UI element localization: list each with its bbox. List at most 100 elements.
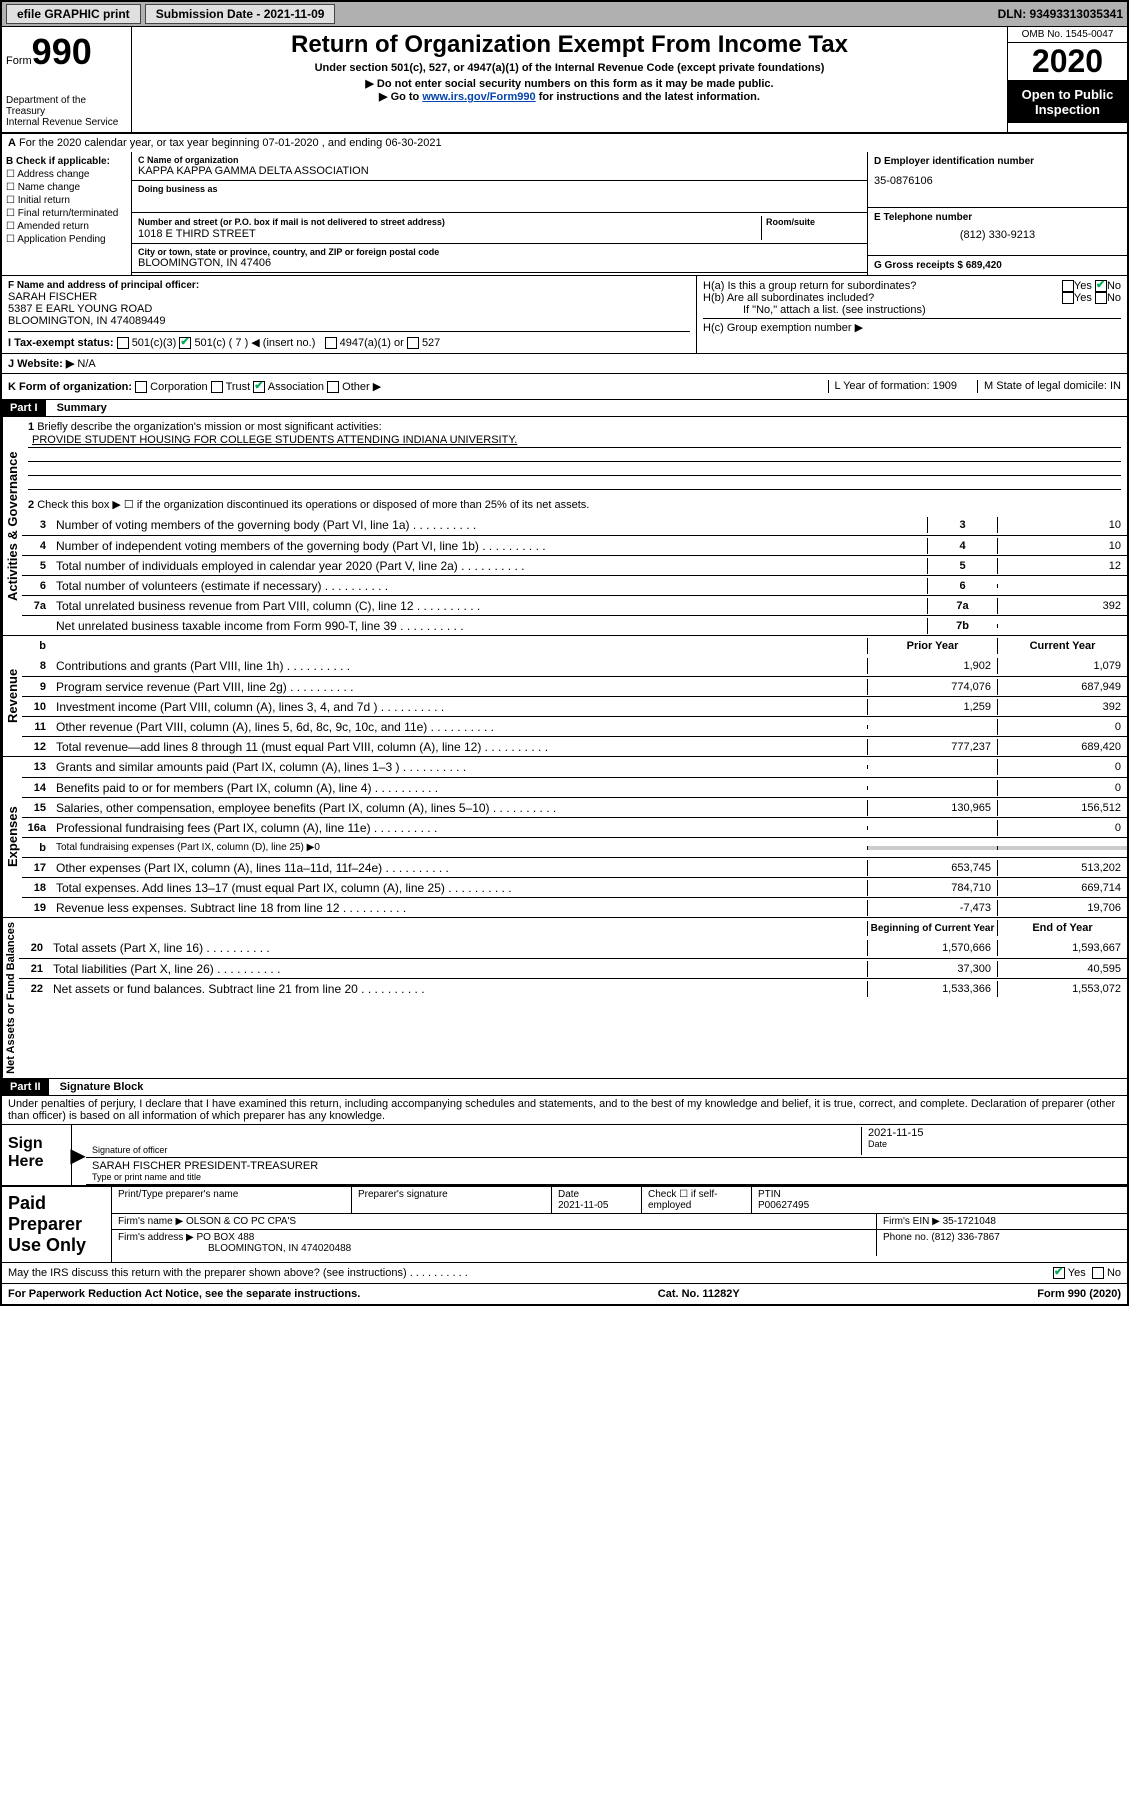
form-header: Form990 Department of the Treasury Inter… — [2, 27, 1127, 133]
city-value: BLOOMINGTON, IN 47406 — [138, 257, 861, 269]
tax-year: 2020 — [1008, 43, 1127, 81]
state-domicile: M State of legal domicile: IN — [977, 380, 1121, 393]
footer-mid: Cat. No. 11282Y — [360, 1288, 1037, 1300]
chk-501c3[interactable] — [117, 337, 129, 349]
gross-label: G Gross receipts $ 689,420 — [874, 260, 1121, 271]
side-governance: Activities & Governance — [2, 417, 22, 635]
begin-year-header: Beginning of Current Year — [867, 921, 997, 936]
chk-527[interactable] — [407, 337, 419, 349]
form-org-label: K Form of organization: — [8, 381, 132, 393]
prior-year-header: Prior Year — [867, 638, 997, 654]
ha-no[interactable] — [1095, 280, 1107, 292]
city-label: City or town, state or province, country… — [138, 247, 861, 257]
chk-501c[interactable] — [179, 337, 191, 349]
discuss-row: May the IRS discuss this return with the… — [2, 1262, 1127, 1283]
rev-line: 9Program service revenue (Part VIII, lin… — [22, 676, 1127, 696]
chk-amended: ☐ Amended return — [6, 221, 127, 232]
section-f-h: F Name and address of principal officer:… — [2, 275, 1127, 353]
chk-final: ☐ Final return/terminated — [6, 208, 127, 219]
phone-label: Phone no. — [883, 1232, 929, 1243]
dln: DLN: 93493313035341 — [998, 7, 1123, 21]
firm-name-label: Firm's name ▶ — [118, 1216, 183, 1227]
gov-line: 7aTotal unrelated business revenue from … — [22, 595, 1127, 615]
perjury-text: Under penalties of perjury, I declare th… — [2, 1096, 1127, 1124]
sig-officer-label: Signature of officer — [92, 1145, 861, 1155]
footer: For Paperwork Reduction Act Notice, see … — [2, 1283, 1127, 1304]
website-label: J Website: ▶ — [8, 358, 74, 370]
chk-trust[interactable] — [211, 381, 223, 393]
warn2-post: for instructions and the latest informat… — [536, 91, 760, 103]
prep-date: 2021-11-05 — [558, 1200, 608, 1211]
rev-line: 8Contributions and grants (Part VIII, li… — [22, 656, 1127, 676]
form-number-block: Form990 Department of the Treasury Inter… — [2, 27, 132, 132]
side-revenue: Revenue — [2, 636, 22, 756]
warn2-pre: ▶ Go to — [379, 91, 422, 103]
hb-no[interactable] — [1095, 292, 1107, 304]
chk-other[interactable] — [327, 381, 339, 393]
gov-line: 5Total number of individuals employed in… — [22, 555, 1127, 575]
gov-line: 3Number of voting members of the governi… — [22, 515, 1127, 535]
col-b-title: B Check if applicable: — [6, 156, 127, 167]
tax-exempt-label: I Tax-exempt status: — [8, 337, 114, 349]
firm-addr-label: Firm's address ▶ — [118, 1232, 194, 1243]
paid-preparer-section: Paid Preparer Use Only Print/Type prepar… — [2, 1185, 1127, 1262]
line-a-text: For the 2020 calendar year, or tax year … — [19, 137, 442, 149]
form-label: Form — [6, 55, 32, 67]
officer-label: F Name and address of principal officer: — [8, 280, 690, 291]
part1-title: Summary — [49, 400, 115, 416]
b-label: b — [22, 640, 52, 652]
ha-yes[interactable] — [1062, 280, 1074, 292]
exp-line: 19Revenue less expenses. Subtract line 1… — [22, 897, 1127, 917]
exp-line: 18Total expenses. Add lines 13–17 (must … — [22, 877, 1127, 897]
discuss-yes[interactable] — [1053, 1267, 1065, 1279]
revenue-section: Revenue b Prior Year Current Year 8Contr… — [2, 636, 1127, 757]
ha-label: H(a) Is this a group return for subordin… — [703, 280, 1062, 292]
discuss-text: May the IRS discuss this return with the… — [8, 1267, 468, 1279]
firm-name: OLSON & CO PC CPA'S — [186, 1216, 296, 1227]
officer-name: SARAH FISCHER — [8, 291, 690, 303]
exp-line: 16aProfessional fundraising fees (Part I… — [22, 817, 1127, 837]
prep-name-label: Print/Type preparer's name — [118, 1189, 238, 1200]
part1-header: Part I — [2, 400, 46, 416]
net-assets-section: Net Assets or Fund Balances Beginning of… — [2, 918, 1127, 1079]
exp-line: 15Salaries, other compensation, employee… — [22, 797, 1127, 817]
exp-line: 14Benefits paid to or for members (Part … — [22, 777, 1127, 797]
submission-date: Submission Date - 2021-11-09 — [145, 4, 336, 24]
officer-addr2: BLOOMINGTON, IN 474089449 — [8, 315, 690, 327]
street-label: Number and street (or P.O. box if mail i… — [138, 217, 445, 227]
title-block: Return of Organization Exempt From Incom… — [132, 27, 1007, 132]
efile-print-button[interactable]: efile GRAPHIC print — [6, 4, 141, 24]
net-line: 20Total assets (Part X, line 16)1,570,66… — [19, 938, 1127, 958]
chk-assoc[interactable] — [253, 381, 265, 393]
ptin-value: P00627495 — [758, 1200, 809, 1211]
phone-value: (812) 336-7867 — [931, 1232, 999, 1243]
identity-row: B Check if applicable: ☐ Address change … — [2, 152, 1127, 275]
officer-addr1: 5387 E EARL YOUNG ROAD — [8, 303, 690, 315]
chk-4947[interactable] — [325, 337, 337, 349]
prep-date-label: Date — [558, 1189, 579, 1200]
current-year-header: Current Year — [997, 638, 1127, 654]
discuss-no[interactable] — [1092, 1267, 1104, 1279]
hb-yes[interactable] — [1062, 292, 1074, 304]
side-expenses: Expenses — [2, 757, 22, 917]
street-value: 1018 E THIRD STREET — [138, 228, 256, 240]
chk-name: ☐ Name change — [6, 182, 127, 193]
chk-initial: ☐ Initial return — [6, 195, 127, 206]
form-title: Return of Organization Exempt From Incom… — [136, 31, 1003, 59]
topbar: efile GRAPHIC print Submission Date - 20… — [2, 2, 1127, 27]
warning-2: ▶ Go to www.irs.gov/Form990 for instruct… — [136, 90, 1003, 103]
self-employed: Check ☐ if self-employed — [648, 1189, 718, 1211]
firm-ein-label: Firm's EIN ▶ — [883, 1216, 940, 1227]
sign-here-label: Sign Here — [2, 1125, 72, 1185]
instructions-link[interactable]: www.irs.gov/Form990 — [422, 91, 535, 103]
type-name-label: Type or print name and title — [92, 1172, 1121, 1182]
chk-corp[interactable] — [135, 381, 147, 393]
sign-arrow-icon: ▶ — [72, 1125, 84, 1185]
rev-line: 10Investment income (Part VIII, column (… — [22, 696, 1127, 716]
paid-preparer-label: Paid Preparer Use Only — [2, 1187, 112, 1262]
part2-header: Part II — [2, 1079, 49, 1095]
exp-line: bTotal fundraising expenses (Part IX, co… — [22, 837, 1127, 857]
footer-right: Form 990 (2020) — [1037, 1288, 1121, 1300]
officer-name-title: SARAH FISCHER PRESIDENT-TREASURER — [92, 1160, 1121, 1172]
rev-line: 12Total revenue—add lines 8 through 11 (… — [22, 736, 1127, 756]
